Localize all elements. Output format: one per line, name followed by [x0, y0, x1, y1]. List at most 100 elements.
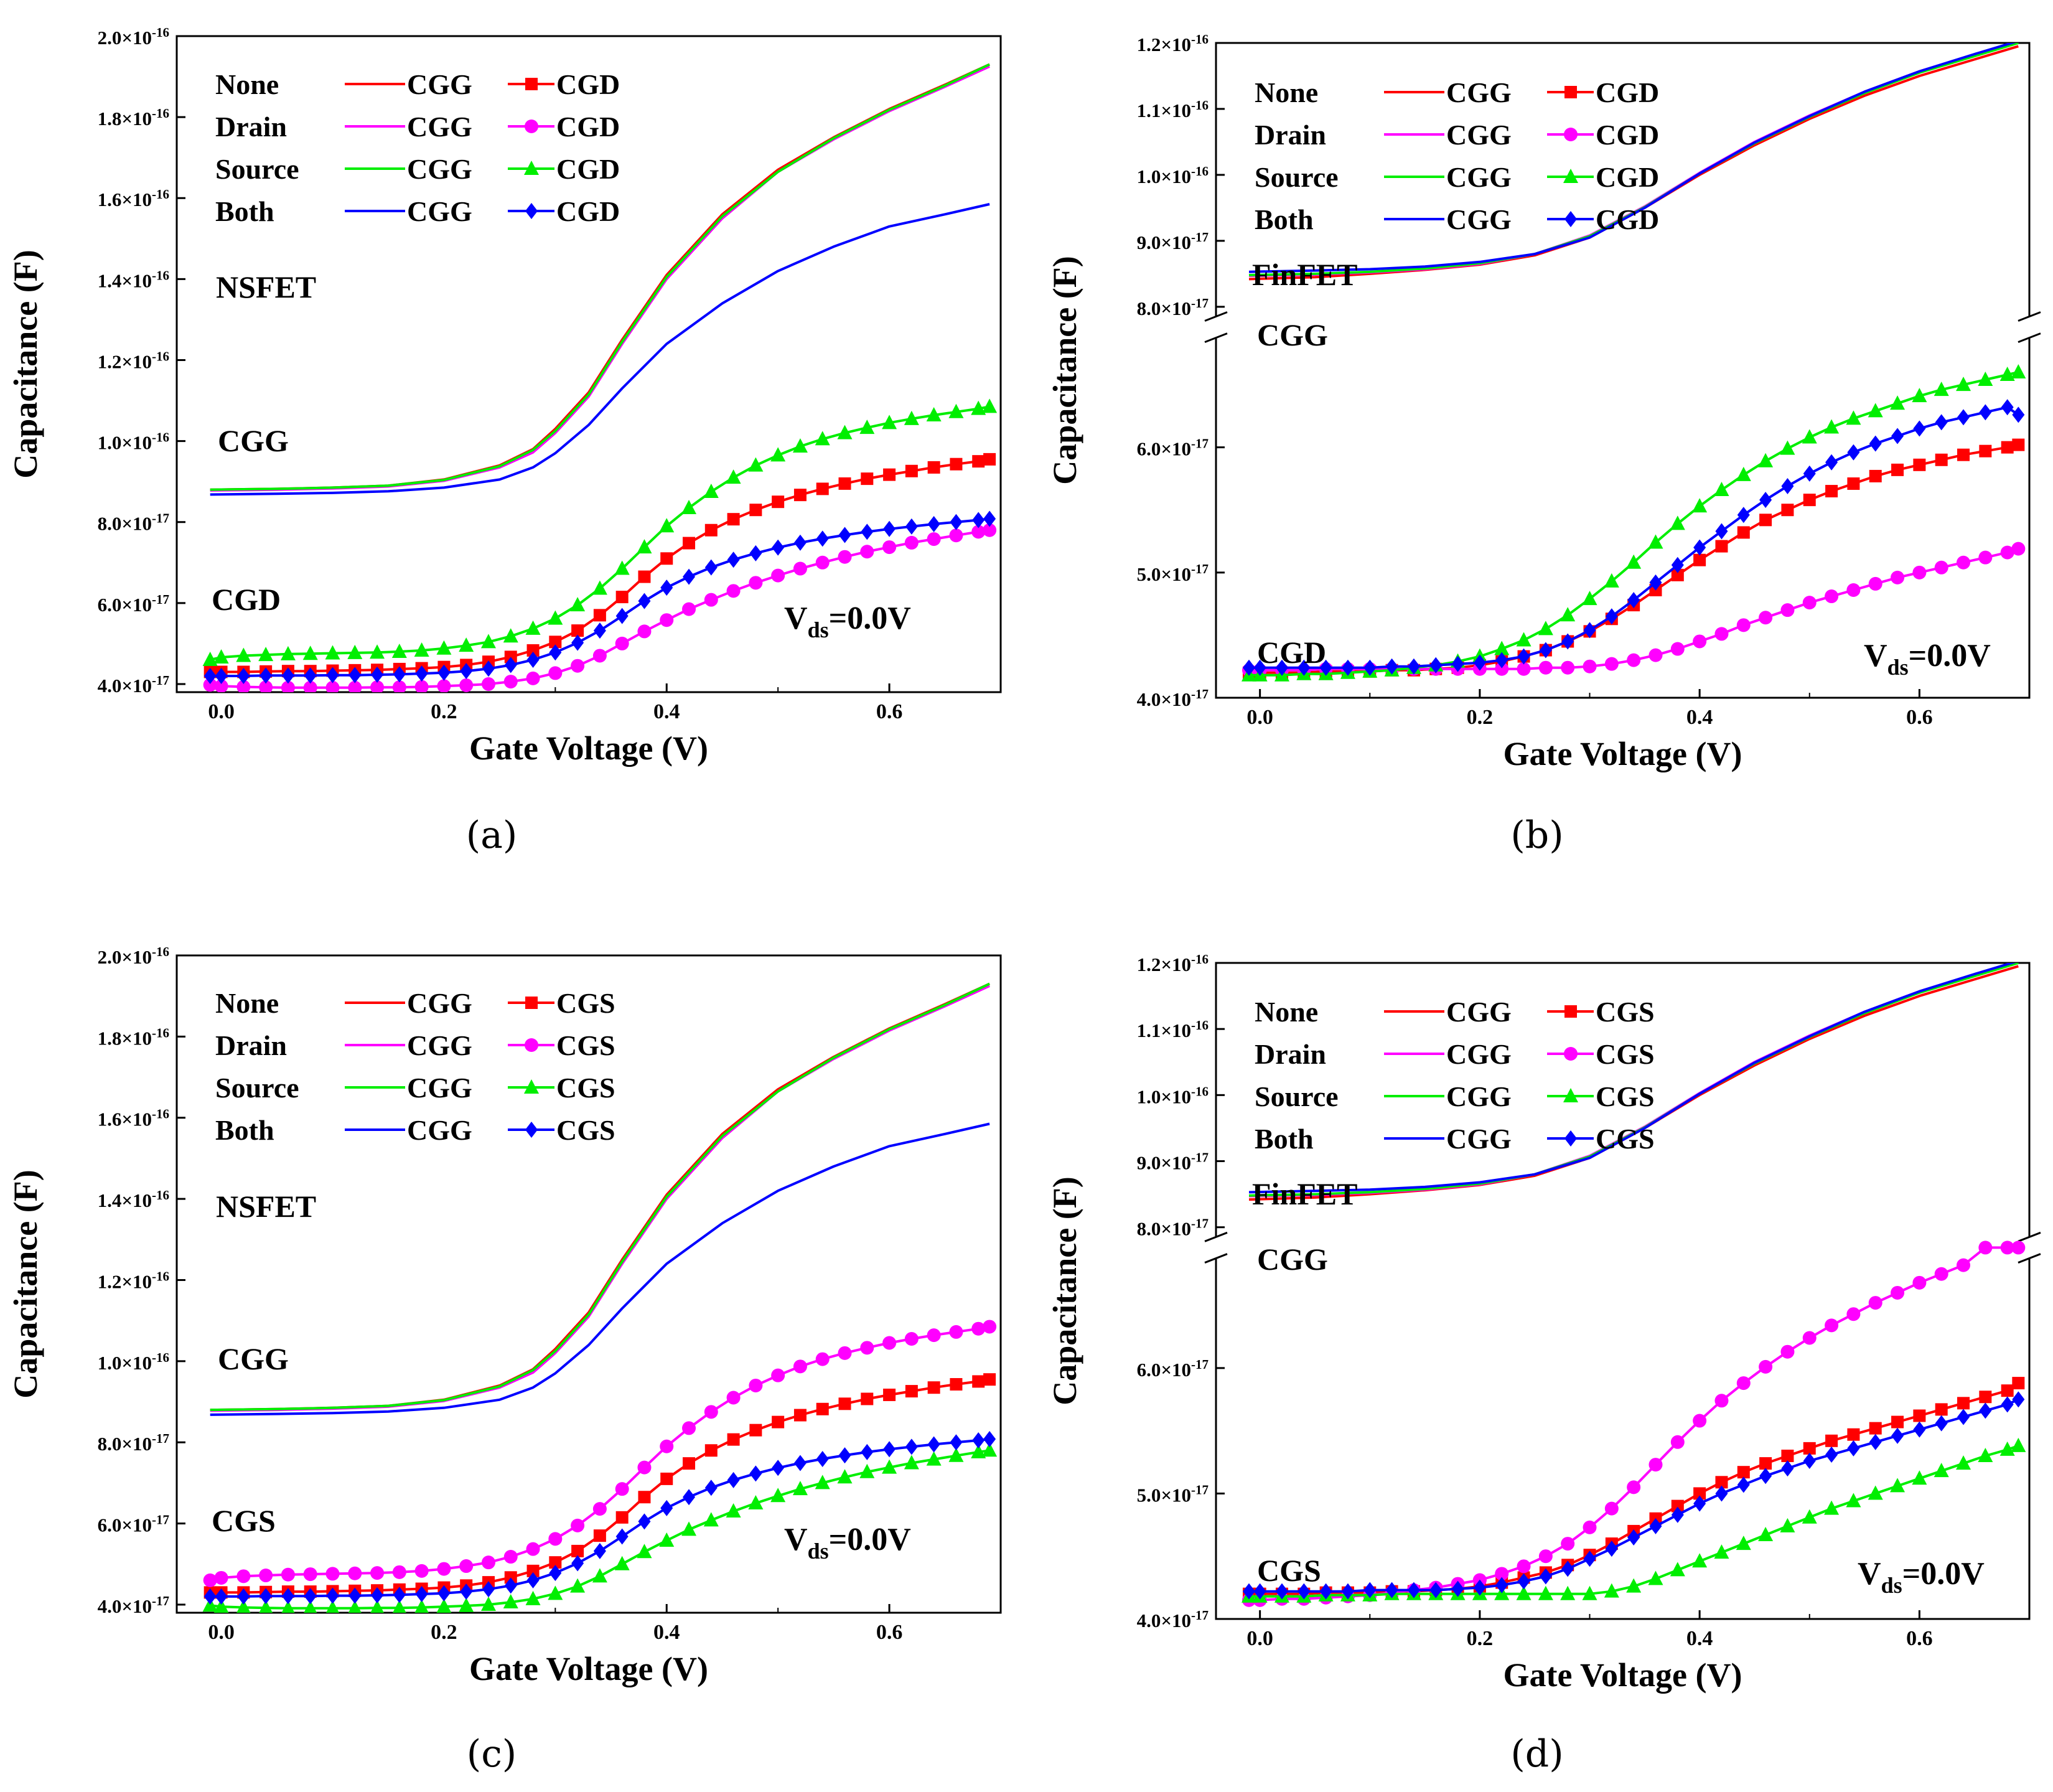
data-point-3-4-29: [1869, 1422, 1882, 1435]
data-point-3-7-10: [1451, 1580, 1464, 1597]
y-tick-exponent-3-4: -17: [1191, 1150, 1209, 1165]
data-point-1-6-25: [1780, 440, 1795, 455]
data-point-3-6-22: [1714, 1544, 1729, 1559]
data-point-0-7-30: [861, 523, 874, 540]
data-point-2-5-25: [749, 1378, 763, 1392]
data-point-0-7-18: [593, 622, 606, 639]
data-point-3-4-23: [1737, 1466, 1750, 1479]
data-point-0-4-30: [861, 472, 874, 486]
data-point-3-6-29: [1868, 1485, 1883, 1500]
legend-marker-label-0-3: CGD: [556, 195, 620, 227]
vds-annotation-2: Vds=0.0V: [784, 1522, 911, 1564]
y-tick-exponent-3-7: -16: [1191, 952, 1209, 967]
x-axis-title-0: Gate Voltage (V): [469, 729, 708, 767]
data-point-3-5-36: [2011, 1241, 2026, 1255]
series-line-0-2: [210, 63, 990, 491]
data-point-2-6-6: [325, 1600, 340, 1613]
data-point-3-6-30: [1890, 1478, 1906, 1493]
device-label-0: NSFET: [216, 270, 316, 304]
data-point-1-6-12: [1494, 640, 1510, 655]
data-point-2-5-14: [503, 1550, 518, 1564]
data-point-1-5-16: [1583, 659, 1597, 673]
data-point-3-7-23: [1737, 1476, 1750, 1493]
data-point-1-6-36: [2011, 364, 2026, 378]
data-point-0-5-33: [927, 532, 941, 547]
legend-name-2-1: Drain: [215, 1030, 287, 1061]
data-point-1-7-3: [1298, 659, 1311, 676]
axis-break-mark-3-0-b: [1204, 1253, 1228, 1264]
x-tick-label-1-1: 0.2: [1467, 706, 1494, 729]
y-tick-label-0-0: 4.0×10-17: [98, 673, 169, 697]
y-tick-mantissa-2-5: 1.4×10: [98, 1189, 152, 1211]
data-point-0-7-15: [526, 651, 540, 668]
data-point-0-6-10: [414, 642, 429, 657]
data-point-2-4-24: [727, 1433, 740, 1446]
series-line-1-3: [1248, 43, 2016, 273]
data-point-1-6-26: [1802, 429, 1817, 444]
data-point-0-7-14: [504, 657, 517, 673]
data-point-1-6-35: [1999, 366, 2015, 381]
data-point-2-6-22: [681, 1521, 697, 1536]
data-point-3-4-36: [2012, 1377, 2025, 1390]
data-point-0-6-9: [391, 643, 407, 658]
y-tick-exponent-3-3: -17: [1191, 1216, 1209, 1231]
y-tick-exponent-1-5: -16: [1191, 164, 1209, 179]
data-point-1-7-9: [1429, 657, 1443, 673]
x-tick-label-3-2: 0.4: [1686, 1627, 1713, 1650]
y-tick-mantissa-0-0: 4.0×10: [98, 675, 152, 697]
data-point-2-5-34: [949, 1325, 963, 1339]
data-point-0-7-26: [772, 539, 785, 556]
data-point-1-7-4: [1319, 659, 1332, 676]
data-point-2-4-17: [571, 1544, 584, 1557]
data-point-0-5-5: [303, 680, 317, 692]
y-tick-mantissa-1-3: 8.0×10: [1137, 298, 1191, 319]
data-point-0-7-19: [615, 607, 629, 624]
lower-curve-label-1: CGD: [1257, 635, 1326, 670]
data-point-1-4-36: [2012, 438, 2025, 451]
data-point-1-6-23: [1736, 466, 1751, 481]
data-point-3-5-20: [1670, 1435, 1685, 1449]
data-point-2-7-12: [460, 1583, 473, 1600]
data-point-0-5-15: [526, 671, 540, 685]
data-point-0-4-20: [638, 570, 651, 583]
x-tick-label-2-0: 0.0: [208, 1621, 235, 1644]
legend-line-label-1-1: CGG: [1446, 119, 1512, 151]
data-point-2-4-27: [793, 1409, 807, 1422]
data-point-2-5-20: [637, 1460, 652, 1475]
data-point-0-7-35: [972, 512, 985, 528]
data-point-3-7-27: [1825, 1446, 1838, 1463]
data-point-2-6-29: [837, 1469, 853, 1484]
data-point-0-7-36: [983, 510, 996, 527]
axis-break-mask-left-3: [1210, 1236, 1222, 1259]
data-point-1-4-27: [1825, 485, 1838, 498]
data-point-2-4-18: [593, 1529, 606, 1542]
y-tick-label-2-2: 8.0×10-17: [98, 1431, 169, 1455]
data-point-0-6-26: [770, 447, 786, 462]
data-point-2-7-4: [281, 1588, 294, 1605]
data-point-2-5-6: [325, 1567, 340, 1581]
data-point-0-7-1: [215, 667, 228, 684]
data-point-0-4-19: [615, 591, 629, 604]
data-point-2-7-8: [371, 1587, 384, 1603]
data-point-1-4-22: [1715, 540, 1728, 553]
x-tick-label-0-1: 0.2: [431, 700, 457, 723]
data-point-3-4-24: [1759, 1457, 1772, 1470]
data-point-3-6-34: [1978, 1447, 1993, 1462]
data-point-2-5-17: [571, 1518, 585, 1532]
data-point-2-6-13: [480, 1596, 496, 1611]
data-point-0-5-16: [548, 666, 563, 680]
data-point-1-6-34: [1978, 372, 1993, 387]
data-point-3-6-16: [1582, 1585, 1597, 1600]
data-point-0-5-10: [414, 680, 429, 692]
data-point-2-5-30: [860, 1341, 874, 1355]
legend-marker-label-1-2: CGD: [1596, 161, 1659, 193]
data-point-2-5-35: [971, 1321, 986, 1336]
data-point-1-7-34: [1979, 404, 1992, 421]
data-point-1-5-20: [1670, 642, 1685, 656]
legend-marker-2-0: [525, 997, 538, 1009]
data-point-2-6-35: [971, 1443, 986, 1458]
y-tick-mantissa-1-7: 1.2×10: [1137, 34, 1191, 55]
legend-marker-label-3-1: CGS: [1596, 1038, 1655, 1070]
data-point-2-5-18: [592, 1502, 607, 1516]
